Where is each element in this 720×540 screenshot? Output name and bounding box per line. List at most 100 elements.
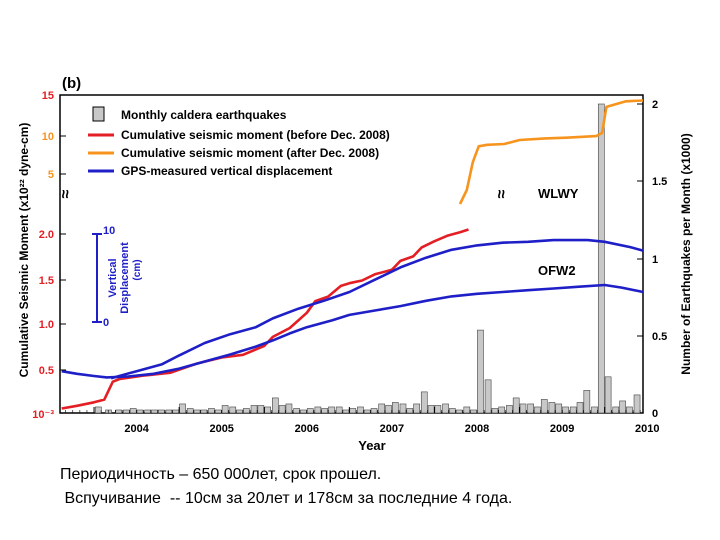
earthquake-bar xyxy=(449,408,456,414)
inset-axis: 10 0 Vertical Displacement (cm) xyxy=(92,225,143,329)
earthquake-bars xyxy=(94,103,641,414)
earthquake-bar xyxy=(229,406,237,414)
panel-label: (b) xyxy=(62,75,81,92)
earthquake-bar xyxy=(555,403,563,414)
legend-swatch-bars xyxy=(92,106,105,122)
earthquake-bar xyxy=(427,405,435,414)
earthquake-bar xyxy=(597,103,605,414)
earthquake-bar xyxy=(604,376,612,414)
right-tick-0-5: 0.5 xyxy=(652,331,667,343)
earthquake-bar xyxy=(512,397,520,414)
plot-frame xyxy=(59,94,644,414)
series-line-before-2008 xyxy=(61,228,469,410)
earthquake-bar xyxy=(293,408,300,414)
left-tick-1: 1.0 xyxy=(39,319,54,331)
earthquake-bar xyxy=(236,409,243,414)
legend-label-after: Cumulative seismic moment (after Dec. 20… xyxy=(121,146,379,160)
earthquake-bar xyxy=(470,409,477,414)
earthquake-bar xyxy=(123,409,130,414)
left-tick-5: 5 xyxy=(48,169,54,181)
left-tick-10: 10 xyxy=(42,131,54,143)
earthquake-bar xyxy=(136,409,144,414)
right-axis-title: Number of Earthquakes per Month (x1000) xyxy=(679,133,693,374)
x-tick-label: 2009 xyxy=(550,423,574,435)
earthquake-bar xyxy=(144,409,151,414)
earthquake-bar xyxy=(314,406,322,414)
earthquake-bar xyxy=(392,402,399,414)
earthquake-bar xyxy=(633,394,641,414)
earthquake-bar xyxy=(406,408,414,414)
earthquake-bar xyxy=(442,403,449,414)
earthquake-bar xyxy=(484,379,492,414)
left-axis-break: ≈ xyxy=(56,190,73,199)
earthquake-bar xyxy=(250,405,258,414)
right-tick-1: 1 xyxy=(652,254,658,266)
station-label-wlwy: WLWY xyxy=(538,186,579,201)
right-tick-0: 0 xyxy=(652,408,658,420)
earthquake-bar xyxy=(619,400,626,414)
left-axis-title: Cumulative Seismic Moment (x10²² dyne-cm… xyxy=(17,123,31,378)
left-tick-bottom: 10⁻³ xyxy=(32,409,54,421)
legend-label-gps: GPS-measured vertical displacement xyxy=(121,164,332,178)
inset-tick-10: 10 xyxy=(103,225,115,237)
earthquake-bar xyxy=(413,403,420,414)
earthquake-bar xyxy=(342,409,350,414)
earthquake-bar xyxy=(420,391,428,414)
earthquake-bar xyxy=(363,409,371,414)
earthquake-bar xyxy=(94,406,102,414)
earthquake-bar xyxy=(576,402,584,414)
earthquake-bar xyxy=(378,403,386,414)
earthquake-bar xyxy=(172,409,180,414)
earthquake-bar xyxy=(455,409,463,414)
earthquake-bar xyxy=(370,408,378,414)
x-axis-title: Year xyxy=(358,438,385,453)
earthquake-bar xyxy=(591,406,598,414)
earthquake-bar xyxy=(264,406,271,414)
series-line-ofw2 xyxy=(61,283,644,379)
earthquake-bar xyxy=(540,399,548,414)
earthquake-bar xyxy=(151,409,158,414)
earthquake-bar xyxy=(519,403,527,414)
earthquake-bar xyxy=(399,403,407,414)
caption-line-2: Вспучивание -- 10см за 20лет и 178см за … xyxy=(60,490,513,507)
inset-label-2: Displacement xyxy=(119,242,131,314)
right-axis-break: ≈ xyxy=(492,190,509,199)
earthquake-bar xyxy=(349,408,357,414)
earthquake-bar xyxy=(285,403,293,414)
earthquake-bar xyxy=(498,406,506,414)
earthquake-bar xyxy=(335,406,343,414)
x-tick-label: 2007 xyxy=(380,423,404,435)
earthquake-bar xyxy=(385,405,392,414)
earthquake-bar xyxy=(214,409,222,414)
x-axis: 2004 2005 2006 2007 2008 2009 2010 xyxy=(65,407,659,435)
legend-label-before: Cumulative seismic moment (before Dec. 2… xyxy=(121,128,390,142)
left-tick-15: 15 xyxy=(42,90,54,102)
x-tick-label: 2005 xyxy=(209,423,233,435)
earthquake-bar xyxy=(221,405,229,414)
x-tick-label: 2006 xyxy=(295,423,319,435)
earthquake-bar xyxy=(257,405,265,414)
earthquake-bar xyxy=(534,406,541,414)
earthquake-bar xyxy=(477,329,484,414)
x-tick-label: 2010 xyxy=(635,423,659,435)
earthquake-bar xyxy=(562,406,569,414)
left-axis: 15 10 5 ≈ 2.0 1.5 1.0 0.5 10⁻³ Cumulativ… xyxy=(17,90,73,421)
left-tick-0-5: 0.5 xyxy=(39,365,54,377)
inset-tick-0: 0 xyxy=(103,317,109,329)
earthquake-bar xyxy=(186,408,194,414)
earthquake-bar xyxy=(527,403,534,414)
inset-unit: (cm) xyxy=(132,259,143,280)
left-tick-1-5: 1.5 xyxy=(39,275,54,287)
legend-label-bars: Monthly caldera earthquakes xyxy=(121,108,287,122)
series-line-after-2008 xyxy=(458,99,644,205)
series-line-wlwy xyxy=(110,238,644,380)
earthquake-bar xyxy=(434,405,442,414)
series-lines xyxy=(61,99,644,410)
earthquake-bar xyxy=(208,408,215,414)
x-tick-label: 2004 xyxy=(124,423,149,435)
earthquake-bar xyxy=(200,409,208,414)
earthquake-bar xyxy=(272,397,279,414)
earthquake-bar xyxy=(179,403,186,414)
earthquake-bar xyxy=(129,408,137,414)
